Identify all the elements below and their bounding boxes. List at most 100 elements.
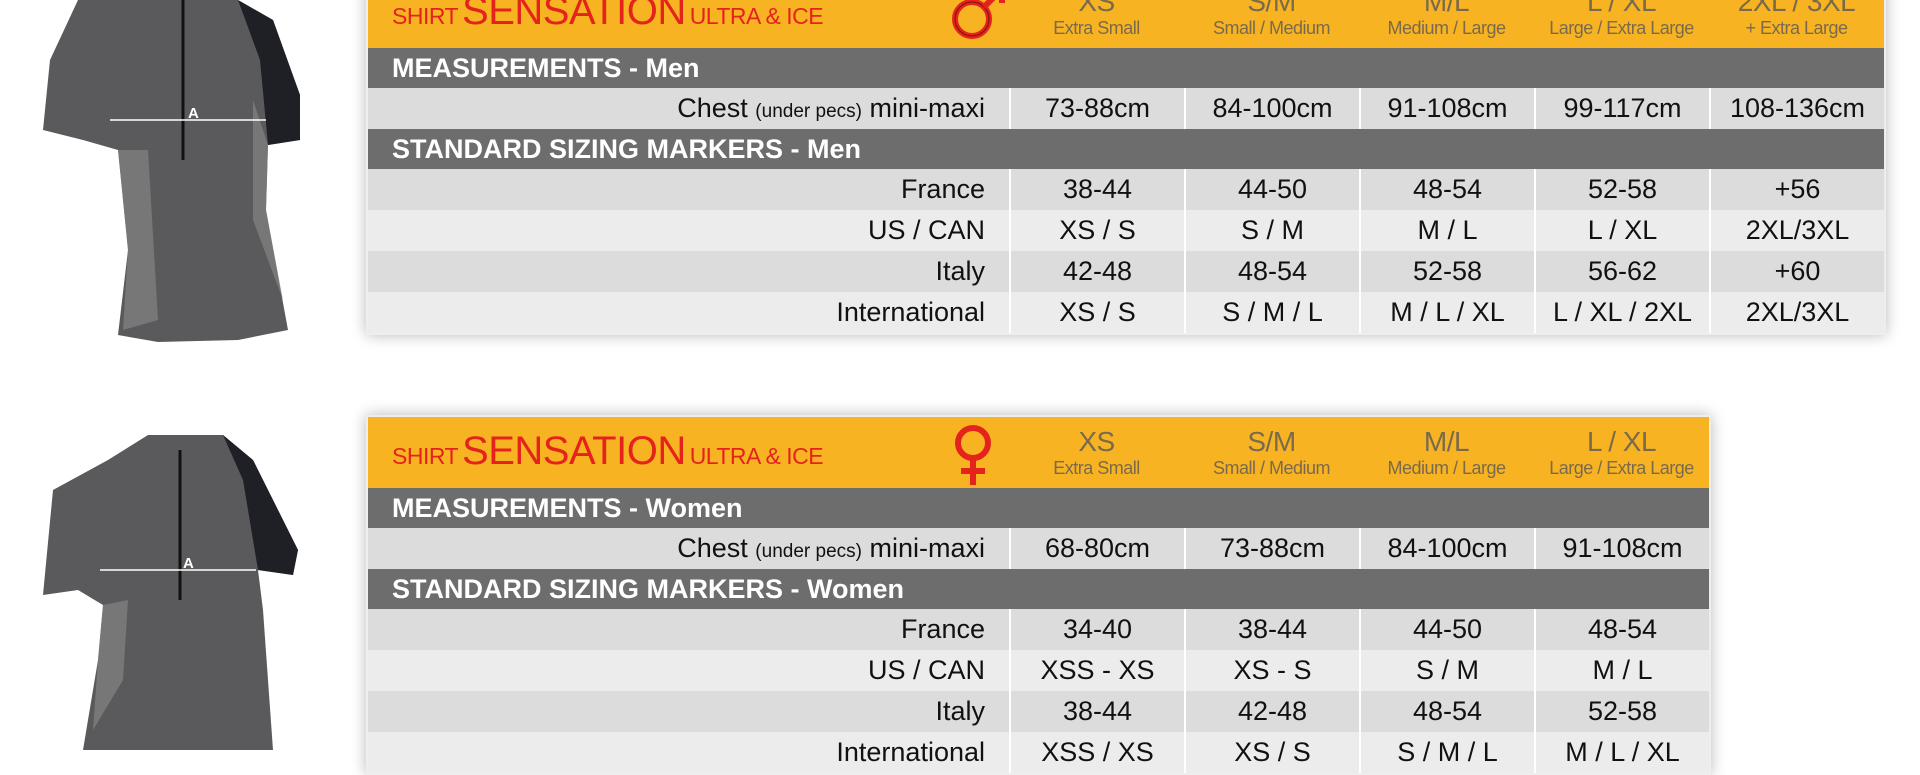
men-shirt-measure-label: A (188, 105, 199, 122)
chest-value: 73-88cm (1184, 528, 1359, 569)
row-label: Italy (935, 256, 985, 286)
size-value: S / M / L (1184, 292, 1359, 333)
size-value: 48-54 (1534, 609, 1709, 650)
size-label: L / XL (1586, 0, 1657, 17)
size-value: 44-50 (1359, 609, 1534, 650)
brand-prefix: SHIRT (392, 3, 459, 29)
male-symbol-icon (948, 0, 1008, 48)
size-header: XS Extra Small (1009, 417, 1184, 488)
size-description: Large / Extra Large (1549, 18, 1694, 38)
chest-value: 68-80cm (1009, 528, 1184, 569)
chest-value: 108-136cm (1709, 88, 1884, 129)
chest-suffix: mini-maxi (869, 533, 985, 563)
size-value: M / L (1359, 210, 1534, 251)
size-value: S / M / L (1359, 732, 1534, 773)
size-value: L / XL (1534, 210, 1709, 251)
size-value: 38-44 (1009, 691, 1184, 732)
markers-section-title: STANDARD SIZING MARKERS - Men (368, 129, 1884, 169)
chest-value: 91-108cm (1359, 88, 1534, 129)
size-value: +56 (1709, 169, 1884, 210)
size-label: M/L (1423, 0, 1470, 17)
brand-text: SHIRT SENSATION ULTRA & ICE (392, 0, 824, 34)
brand-suffix: ULTRA & ICE (689, 443, 824, 469)
size-value: +60 (1709, 251, 1884, 292)
table-header: SHIRT SENSATION ULTRA & ICE XS Extra Small… (368, 417, 1709, 488)
men-size-table: SHIRT SENSATION ULTRA & ICE XS Extra Small… (366, 0, 1886, 335)
size-value: 56-62 (1534, 251, 1709, 292)
size-value: XSS / XS (1009, 732, 1184, 773)
brand-text: SHIRT SENSATION ULTRA & ICE (392, 429, 824, 474)
size-value: M / L / XL (1359, 292, 1534, 333)
men-shirt-image: A (43, 0, 300, 342)
size-value: 52-58 (1359, 251, 1534, 292)
size-header: XS Extra Small (1009, 0, 1184, 48)
size-label: XS (1078, 0, 1115, 17)
measurements-section-title: MEASUREMENTS - Women (368, 488, 1709, 528)
size-header: S/M Small / Medium (1184, 417, 1359, 488)
size-value: S / M (1359, 650, 1534, 691)
chest-label: Chest (under pecs) mini-maxi (368, 528, 1009, 569)
size-value: M / L / XL (1534, 732, 1709, 773)
size-value: XSS - XS (1009, 650, 1184, 691)
size-value: XS - S (1184, 650, 1359, 691)
sizing-row: France 38-44 44-50 48-54 52-58 +56 (368, 169, 1884, 210)
chest-value: 84-100cm (1184, 88, 1359, 129)
size-value: 2XL/3XL (1709, 292, 1884, 333)
size-value: XS / S (1009, 292, 1184, 333)
row-label: France (900, 174, 985, 204)
row-label: US / CAN (867, 655, 985, 685)
chest-label-text: Chest (677, 533, 748, 563)
chest-label-text: Chest (677, 93, 748, 123)
size-label: L / XL (1586, 426, 1657, 457)
size-value: 2XL/3XL (1709, 210, 1884, 251)
row-label: International (836, 737, 985, 767)
size-label: M/L (1423, 426, 1470, 457)
size-value: S / M (1184, 210, 1359, 251)
women-shirt-measure-label: A (183, 555, 194, 572)
size-header: L / XL Large / Extra Large (1534, 417, 1709, 488)
chest-note: (under pecs) (755, 541, 862, 562)
size-value: M / L (1534, 650, 1709, 691)
brand-suffix: ULTRA & ICE (689, 3, 824, 29)
chest-note: (under pecs) (755, 101, 862, 122)
size-value: XS / S (1009, 210, 1184, 251)
table-header: SHIRT SENSATION ULTRA & ICE XS Extra Small… (368, 0, 1884, 48)
row-label: International (836, 297, 985, 327)
size-label: S/M (1247, 426, 1296, 457)
sizing-row: Italy 42-48 48-54 52-58 56-62 +60 (368, 251, 1884, 292)
row-label: US / CAN (867, 215, 985, 245)
chest-row: Chest (under pecs) mini-maxi 68-80cm 73-88… (368, 528, 1709, 569)
chest-value: 84-100cm (1359, 528, 1534, 569)
size-header: M/L Medium / Large (1359, 417, 1534, 488)
size-description: Large / Extra Large (1549, 458, 1694, 478)
brand-title: SHIRT SENSATION ULTRA & ICE (368, 417, 1009, 488)
size-header: L / XL Large / Extra Large (1534, 0, 1709, 48)
size-description: Extra Small (1053, 458, 1140, 478)
brand-title: SHIRT SENSATION ULTRA & ICE (368, 0, 1009, 48)
women-shirt-image: A (43, 435, 298, 750)
chest-value: 91-108cm (1534, 528, 1709, 569)
brand-name: SENSATION (462, 429, 686, 473)
size-value: 52-58 (1534, 691, 1709, 732)
brand-prefix: SHIRT (392, 443, 459, 469)
size-value: 38-44 (1184, 609, 1359, 650)
size-value: 34-40 (1009, 609, 1184, 650)
row-label: France (900, 614, 985, 644)
size-value: 42-48 (1184, 691, 1359, 732)
size-value: 52-58 (1534, 169, 1709, 210)
chest-suffix: mini-maxi (869, 93, 985, 123)
brand-name: SENSATION (462, 0, 686, 33)
size-value: 48-54 (1184, 251, 1359, 292)
size-description: + Extra Large (1745, 18, 1848, 38)
size-label: S/M (1247, 0, 1296, 17)
sizing-row: France 34-40 38-44 44-50 48-54 (368, 609, 1709, 650)
size-value: 48-54 (1359, 169, 1534, 210)
size-value: 42-48 (1009, 251, 1184, 292)
size-description: Medium / Large (1387, 458, 1506, 478)
size-header: S/M Small / Medium (1184, 0, 1359, 48)
women-size-table: SHIRT SENSATION ULTRA & ICE XS Extra Small… (366, 415, 1711, 775)
